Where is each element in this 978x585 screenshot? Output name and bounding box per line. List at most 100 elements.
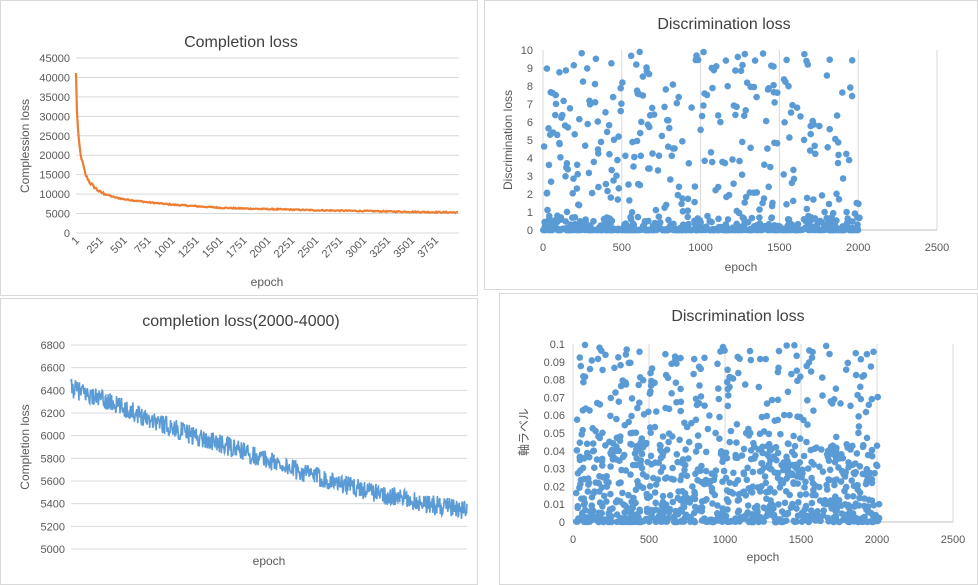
data-point — [629, 138, 636, 146]
data-point — [577, 467, 584, 474]
data-point — [691, 495, 699, 503]
data-point — [683, 472, 691, 480]
data-point — [599, 503, 606, 510]
data-point — [759, 199, 766, 207]
data-point — [804, 61, 812, 68]
data-point — [573, 447, 581, 454]
data-point — [845, 503, 852, 511]
data-point — [682, 511, 690, 519]
data-point — [696, 382, 703, 389]
discrimination-loss-svg-2: Discrimination loss 0 500 1000 1500 2000 2500 0… — [517, 308, 965, 564]
data-point — [602, 109, 609, 116]
y-axis-label: Complession loss — [18, 99, 32, 193]
data-point — [758, 226, 765, 233]
y-tick-label: 6800 — [41, 340, 65, 352]
data-point — [734, 509, 742, 516]
data-point — [632, 486, 640, 494]
data-point — [599, 462, 606, 469]
data-point — [645, 515, 652, 522]
data-point — [734, 497, 742, 504]
data-point — [722, 57, 730, 64]
data-point — [605, 509, 613, 517]
x-tick-label: 2000 — [865, 534, 889, 546]
data-point — [635, 381, 642, 389]
y-tick-label: 10000 — [39, 189, 70, 201]
data-point — [870, 501, 877, 509]
data-point — [609, 93, 617, 101]
data-point — [706, 412, 713, 419]
completion-loss-2000-4000-chart: completion loss(2000-4000) 5000 5200 5400 56… — [0, 298, 478, 585]
data-point — [834, 159, 842, 167]
data-point — [821, 208, 828, 216]
y-tick-label: 40000 — [39, 72, 70, 84]
data-point — [738, 515, 745, 523]
data-point — [810, 461, 817, 468]
data-point — [812, 517, 819, 524]
data-point — [677, 398, 685, 406]
data-point — [557, 154, 564, 161]
data-point — [638, 449, 645, 457]
data-point — [829, 498, 836, 505]
x-tick-label: 1751 — [224, 235, 250, 261]
data-point — [842, 366, 850, 373]
data-point — [710, 476, 718, 484]
data-point — [818, 446, 825, 453]
data-point — [810, 196, 817, 203]
data-point — [809, 479, 817, 487]
data-point — [794, 413, 801, 420]
data-point — [595, 518, 603, 525]
data-point — [643, 68, 651, 75]
data-point — [636, 348, 643, 356]
data-point — [627, 52, 635, 60]
data-point — [660, 449, 667, 456]
data-point — [762, 355, 769, 363]
y-tick-label: 0 — [559, 517, 565, 529]
data-point — [576, 456, 584, 464]
data-point — [737, 67, 745, 75]
data-point — [579, 78, 587, 85]
data-point — [546, 216, 554, 224]
data-point — [628, 518, 635, 526]
x-tick-label: 0 — [540, 242, 546, 254]
data-point — [829, 209, 837, 217]
data-point — [754, 508, 761, 515]
x-tick-label: 1 — [69, 235, 82, 248]
data-point — [634, 404, 641, 412]
data-point — [569, 190, 576, 197]
data-point — [809, 491, 816, 499]
data-point — [666, 507, 673, 514]
data-point — [695, 400, 703, 407]
data-point — [597, 138, 605, 146]
data-point — [816, 226, 824, 234]
x-axis-label: epoch — [253, 554, 286, 568]
data-point — [611, 447, 619, 455]
data-point — [856, 517, 863, 524]
data-point — [783, 342, 790, 349]
data-point — [805, 517, 813, 525]
data-point — [825, 518, 832, 525]
data-point — [756, 430, 764, 438]
data-point — [628, 441, 635, 448]
data-point — [803, 438, 810, 446]
x-axis-label: epoch — [747, 550, 780, 564]
data-point — [730, 102, 738, 109]
data-point — [822, 500, 830, 508]
data-point — [672, 379, 680, 386]
data-point — [816, 463, 823, 470]
data-point — [606, 150, 613, 158]
data-point — [775, 364, 782, 372]
data-point — [868, 452, 876, 460]
data-point — [594, 513, 601, 520]
data-point — [839, 89, 846, 96]
x-tick-label: 2000 — [846, 242, 870, 254]
data-point — [853, 199, 860, 207]
data-point — [691, 183, 699, 190]
data-point — [832, 447, 840, 454]
data-point — [812, 150, 819, 158]
data-point — [860, 441, 867, 449]
data-point — [712, 467, 720, 474]
y-tick-label: 1 — [527, 207, 533, 219]
data-point — [798, 226, 806, 233]
data-point — [622, 351, 630, 358]
data-point — [786, 411, 793, 419]
